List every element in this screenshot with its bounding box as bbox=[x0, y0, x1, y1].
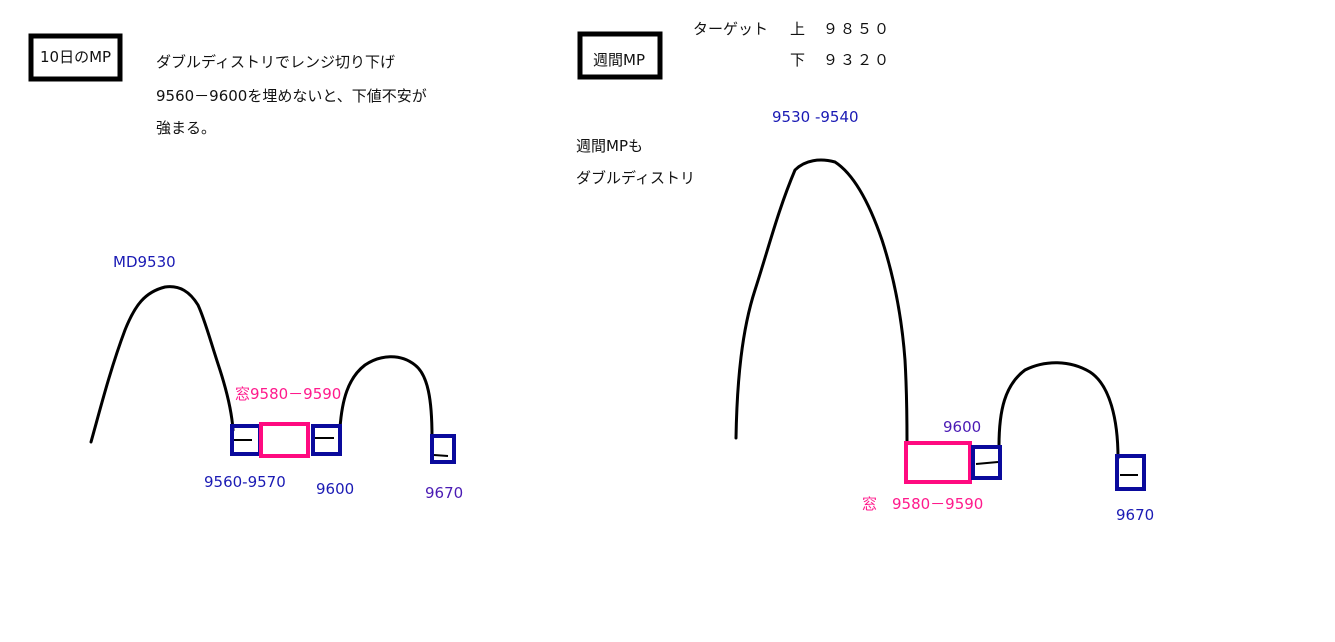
right-title: 週間MP bbox=[593, 51, 645, 69]
left-note-3: 強まる。 bbox=[156, 119, 216, 137]
left-note-1: ダブルディストリでレンジ切り下げ bbox=[156, 53, 395, 71]
left-second-profile-curve bbox=[338, 355, 434, 439]
left-high-box bbox=[430, 434, 456, 464]
right-second-profile-curve bbox=[997, 361, 1120, 460]
right-profile-curve bbox=[734, 158, 909, 444]
left-note-2: 9560－9600を埋めないと、下値不安が bbox=[156, 87, 427, 105]
left-mid-box bbox=[311, 424, 342, 456]
right-peak-label: 9530 -9540 bbox=[772, 108, 859, 126]
left-profile-curve bbox=[89, 285, 235, 444]
target-upper-label: 上 bbox=[790, 20, 805, 38]
right-mid-box bbox=[971, 445, 1002, 480]
right-note-1: 週間MPも bbox=[576, 137, 643, 155]
left-window-box bbox=[259, 422, 310, 458]
left-title-frame bbox=[28, 33, 123, 82]
right-high-label: 9670 bbox=[1116, 506, 1154, 524]
left-low-label: 9560-9570 bbox=[204, 473, 286, 491]
right-note-2: ダブルディストリ bbox=[576, 169, 695, 187]
right-window-box bbox=[904, 441, 972, 484]
target-lower-label: 下 bbox=[790, 51, 805, 69]
left-window-label: 窓9580－9590 bbox=[235, 385, 341, 403]
right-high-box bbox=[1115, 454, 1146, 491]
right-title-frame bbox=[577, 31, 663, 80]
target-lower-value: ９３２０ bbox=[823, 51, 891, 69]
target-upper-value: ９８５０ bbox=[823, 20, 891, 38]
right-mid-label: 9600 bbox=[943, 418, 981, 436]
left-mid-label: 9600 bbox=[316, 480, 354, 498]
right-window-label: 窓 9580－9590 bbox=[862, 495, 983, 513]
left-md-label: MD9530 bbox=[113, 253, 176, 271]
left-title: 10日のMP bbox=[40, 48, 111, 66]
target-label: ターゲット bbox=[693, 20, 768, 38]
left-high-label: 9670 bbox=[425, 484, 463, 502]
